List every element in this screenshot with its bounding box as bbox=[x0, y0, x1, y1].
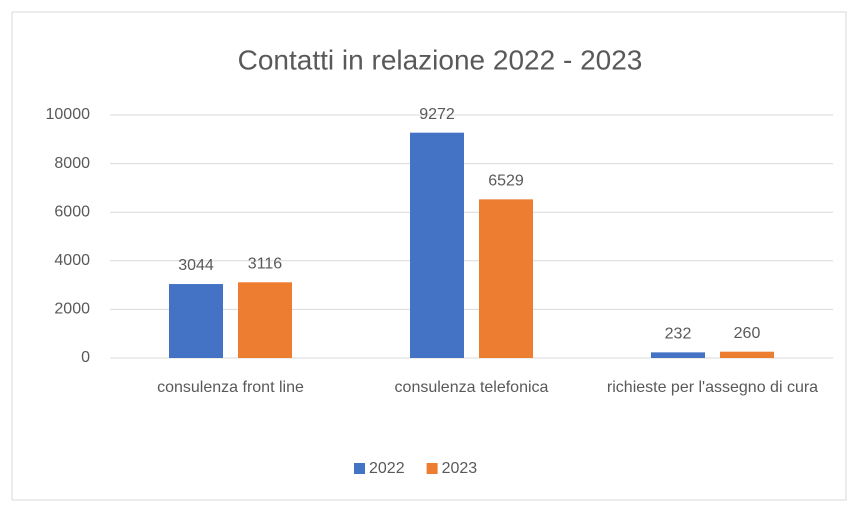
chart-title: Contatti in relazione 2022 - 2023 bbox=[238, 44, 643, 75]
legend-label: 2022 bbox=[369, 460, 405, 477]
legend-label: 2023 bbox=[442, 460, 478, 477]
y-tick-label: 2000 bbox=[54, 301, 90, 318]
bar bbox=[651, 352, 705, 358]
data-label: 6529 bbox=[488, 173, 524, 190]
bar bbox=[479, 199, 533, 358]
data-label: 9272 bbox=[419, 106, 455, 123]
bar bbox=[720, 351, 774, 358]
y-tick-label: 6000 bbox=[54, 203, 90, 220]
data-label: 3044 bbox=[178, 257, 214, 274]
data-label: 3116 bbox=[248, 255, 283, 272]
legend-swatch bbox=[426, 463, 438, 474]
y-tick-label: 8000 bbox=[54, 155, 90, 172]
x-tick-label: richieste per l'assegno di cura bbox=[607, 379, 818, 396]
data-label: 260 bbox=[734, 325, 761, 342]
data-label: 232 bbox=[665, 326, 692, 343]
y-tick-label: 10000 bbox=[46, 106, 91, 123]
bar bbox=[410, 132, 464, 358]
bar bbox=[169, 284, 223, 358]
x-tick-label: consulenza front line bbox=[157, 379, 304, 396]
y-tick-label: 4000 bbox=[54, 252, 90, 269]
x-tick-label: consulenza telefonica bbox=[395, 379, 549, 396]
bar bbox=[238, 282, 292, 358]
legend-swatch bbox=[354, 463, 365, 474]
y-tick-label: 0 bbox=[81, 349, 90, 366]
